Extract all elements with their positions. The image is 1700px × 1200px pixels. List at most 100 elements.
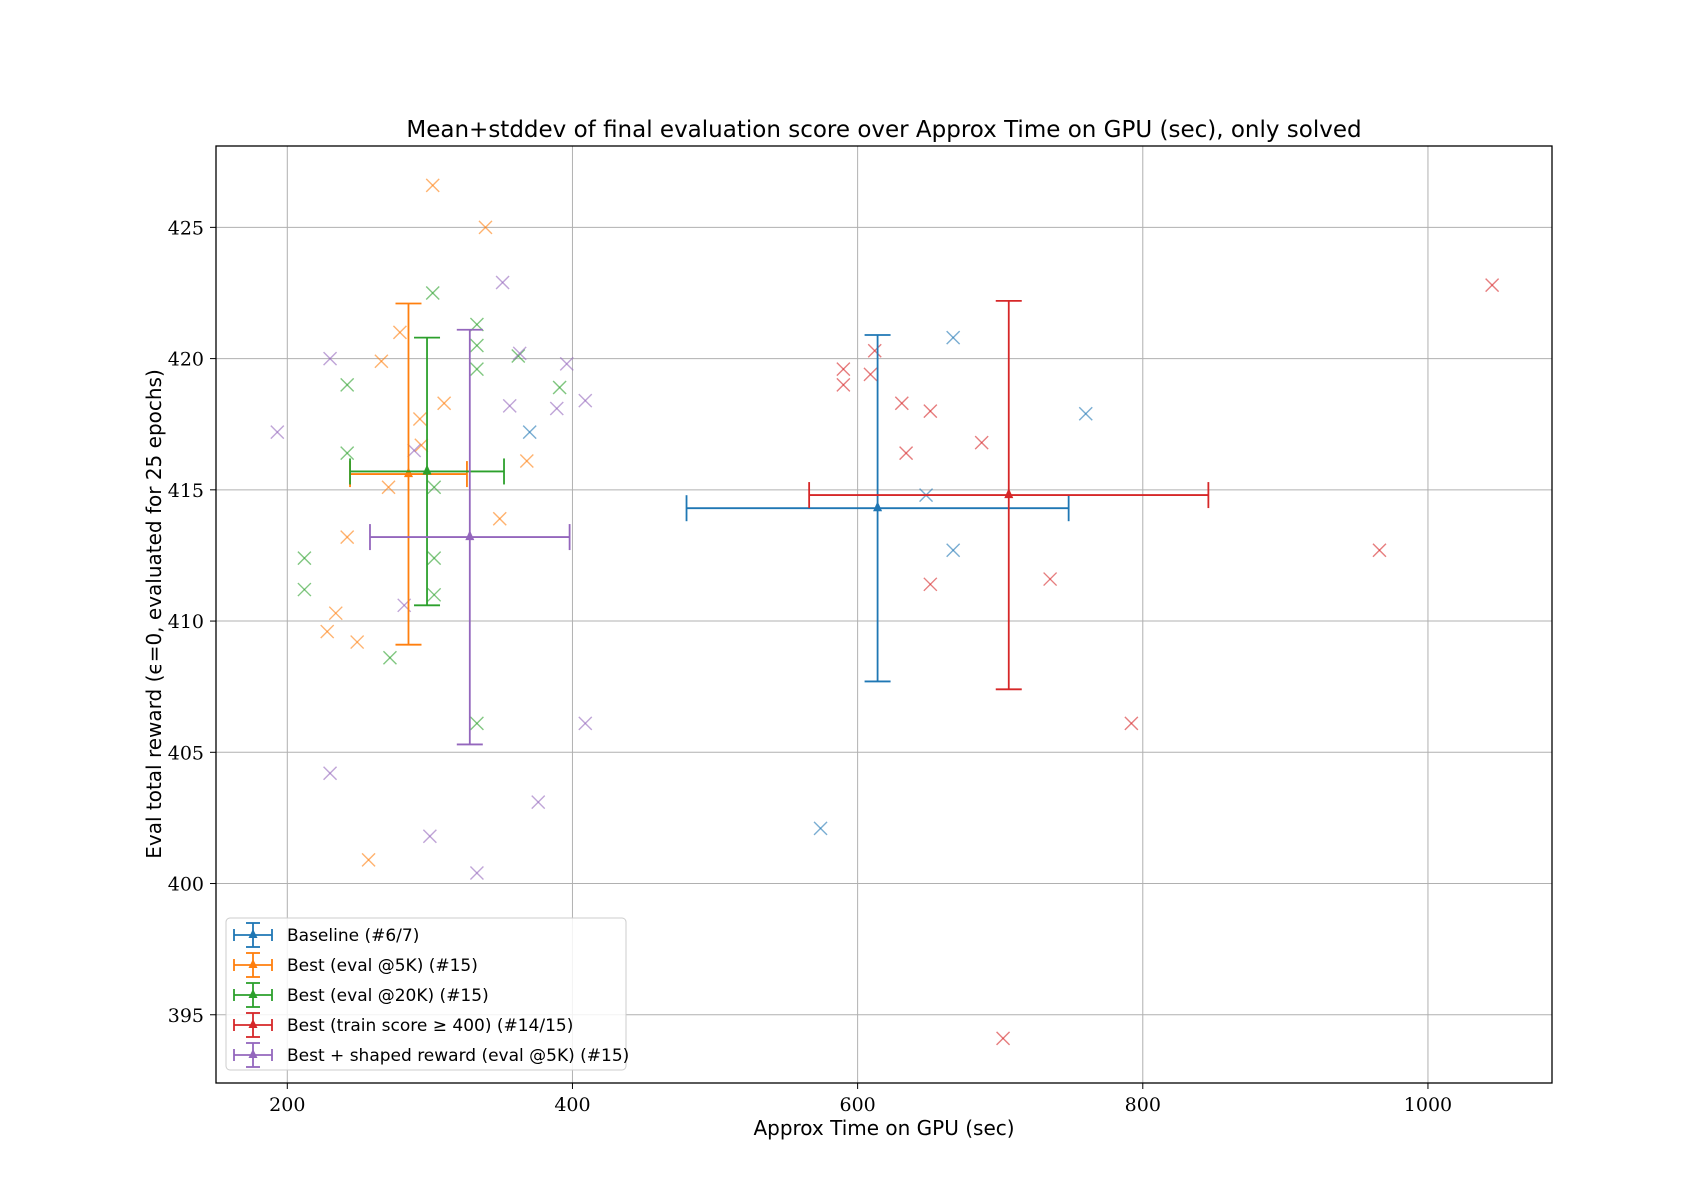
error-bars (349, 299, 1210, 746)
data-point-4 (1124, 716, 1139, 731)
chart-title: Mean+stddev of final evaluation score ov… (406, 117, 1361, 143)
marker-stroke (382, 650, 397, 665)
error-bar-3 (349, 336, 505, 607)
data-point-5 (407, 443, 422, 458)
marker-stroke (427, 587, 442, 602)
data-point-4 (923, 404, 938, 419)
data-point-2 (320, 624, 335, 639)
marker-stroke (340, 377, 355, 392)
marker-stroke (469, 317, 484, 332)
y-tick-label: 410 (168, 611, 204, 633)
marker-stroke (836, 377, 851, 392)
data-point-5 (502, 398, 517, 413)
marker-stroke (836, 362, 851, 377)
data-point-5 (549, 401, 564, 416)
marker-stroke (1485, 278, 1500, 293)
data-point-2 (425, 178, 440, 193)
legend-item-1: Baseline (#6/7) (233, 922, 419, 948)
x-tick-label: 800 (1125, 1094, 1161, 1116)
legend-marker (248, 989, 258, 998)
marker-stroke (1124, 716, 1139, 731)
data-point-2 (414, 438, 429, 453)
marker-stroke (511, 348, 526, 363)
marker-stroke (361, 852, 376, 867)
marker-stroke (469, 716, 484, 731)
data-point-4 (899, 446, 914, 461)
x-axis-label: Approx Time on GPU (sec) (753, 1116, 1014, 1140)
data-point-2 (374, 354, 389, 369)
marker-stroke (552, 380, 567, 395)
data-point-4 (863, 367, 878, 382)
mean-marker (422, 464, 432, 475)
x-tick-label: 400 (554, 1094, 590, 1116)
legend-label: Best (eval @5K) (#15) (287, 956, 478, 976)
legend-item-2: Best (eval @5K) (#15) (233, 952, 478, 978)
data-point-5 (559, 356, 574, 371)
marker-stroke (437, 396, 452, 411)
marker-stroke (522, 425, 537, 440)
data-point-3 (382, 650, 397, 665)
marker-stroke (469, 338, 484, 353)
marker-stroke (340, 530, 355, 545)
marker-stroke (1078, 406, 1093, 421)
data-point-3 (469, 362, 484, 377)
marker-stroke (813, 821, 828, 836)
data-point-3 (297, 582, 312, 597)
marker-stroke (350, 635, 365, 650)
marker-stroke (469, 866, 484, 881)
data-point-4 (1485, 278, 1500, 293)
data-point-4 (996, 1031, 1011, 1046)
marker-stroke (578, 393, 593, 408)
marker-stroke (414, 438, 429, 453)
data-point-5 (531, 795, 546, 810)
axis-ticks: 200 400 600 800 1000 395 400 405 410 415 420 425 (168, 217, 1452, 1116)
marker-stroke (946, 543, 961, 558)
marker-stroke (270, 425, 285, 440)
data-point-4 (836, 362, 851, 377)
marker-stroke (297, 551, 312, 566)
data-point-4 (974, 435, 989, 450)
marker-stroke (559, 356, 574, 371)
marker-stroke (996, 1031, 1011, 1046)
data-point-2 (478, 220, 493, 235)
marker-stroke (328, 606, 343, 621)
data-point-3 (425, 285, 440, 300)
legend-label: Best + shaped reward (eval @5K) (#15) (287, 1046, 629, 1066)
marker-stroke (412, 411, 427, 426)
y-tick-label: 395 (168, 1005, 204, 1027)
data-point-5 (323, 351, 338, 366)
marker-stroke (946, 330, 961, 345)
marker-stroke (1043, 572, 1058, 587)
marker-stroke (425, 178, 440, 193)
marker-stroke (427, 551, 442, 566)
legend: Baseline (#6/7) Best (eval @5K) (#15) Best… (225, 917, 629, 1071)
data-point-5 (512, 346, 527, 361)
legend-label: Best (eval @20K) (#15) (287, 986, 489, 1006)
marker-stroke (549, 401, 564, 416)
marker-stroke (323, 351, 338, 366)
legend-marker (248, 1019, 258, 1028)
marker-stroke (923, 404, 938, 419)
mean-marker (873, 501, 883, 512)
data-point-5 (495, 275, 510, 290)
marker-stroke (297, 582, 312, 597)
marker-stroke (863, 367, 878, 382)
marker-stroke (469, 362, 484, 377)
y-tick-label: 415 (168, 480, 204, 502)
mean-marker (1004, 488, 1014, 499)
error-bar-2 (349, 302, 468, 646)
data-point-1 (522, 425, 537, 440)
data-point-1 (946, 543, 961, 558)
marker-stroke (974, 435, 989, 450)
data-point-2 (340, 530, 355, 545)
data-point-1 (946, 330, 961, 345)
marker-stroke (422, 829, 437, 844)
data-point-5 (270, 425, 285, 440)
marker-stroke (340, 446, 355, 461)
data-point-3 (469, 317, 484, 332)
marker-stroke (531, 795, 546, 810)
data-point-4 (867, 343, 882, 358)
marker-stroke (320, 624, 335, 639)
marker-stroke (519, 453, 534, 468)
legend-item-4: Best (train score ≥ 400) (#14/15) (233, 1012, 573, 1038)
